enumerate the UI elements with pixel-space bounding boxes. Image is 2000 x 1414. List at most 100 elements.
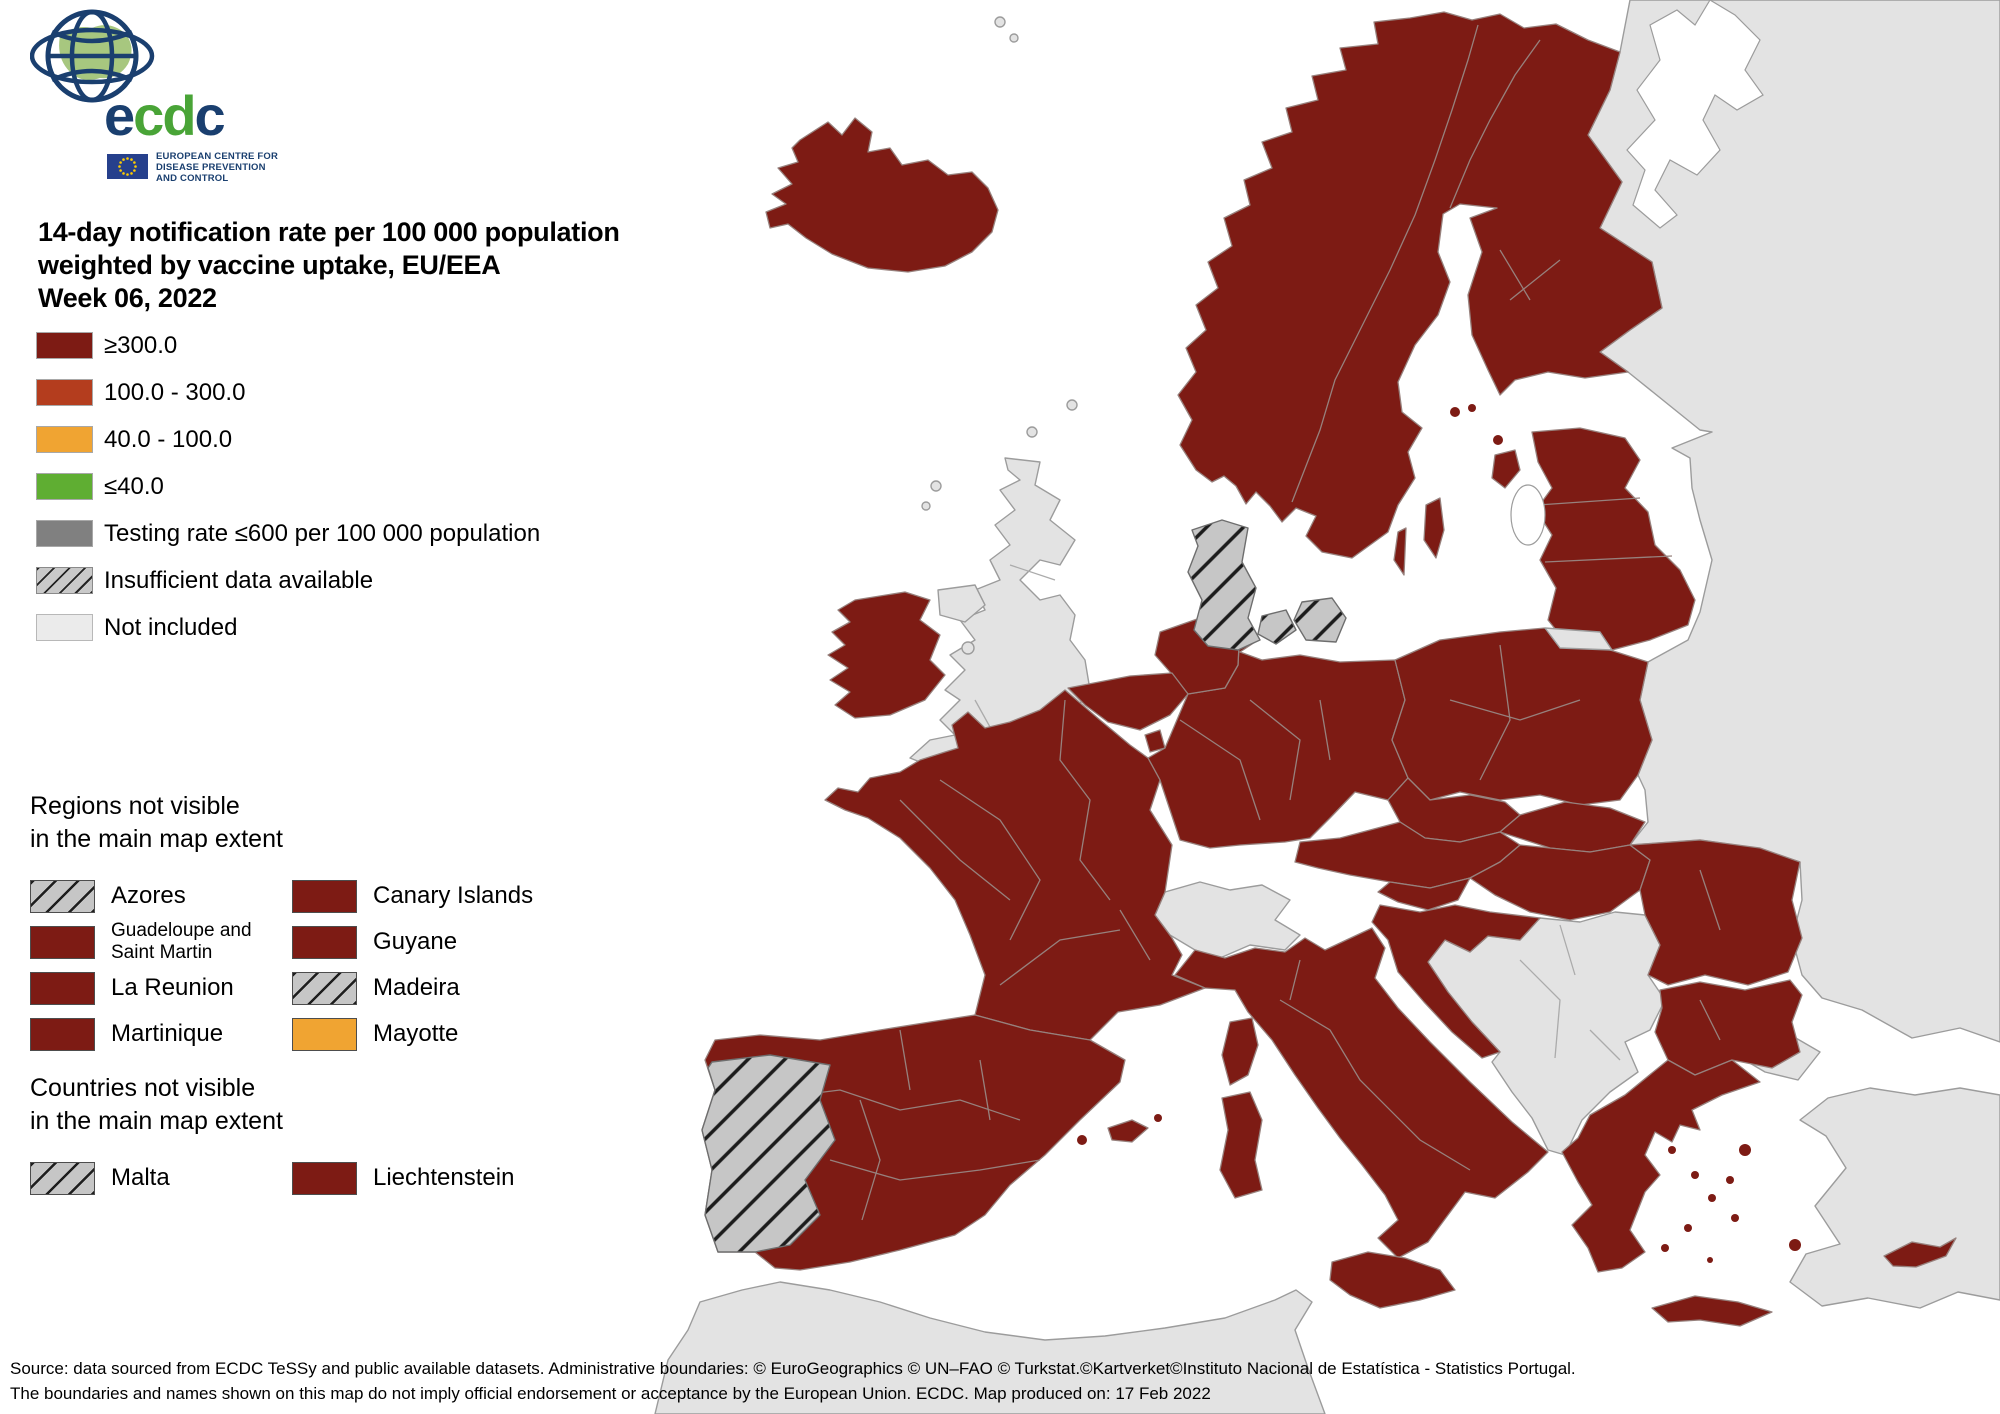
legend-label: ≤40.0 (104, 472, 164, 500)
island-lesbos (1739, 1144, 1751, 1156)
region-item-martinique: Martinique (30, 1017, 292, 1051)
country-belgium (1067, 672, 1189, 731)
island-hiiumaa (1493, 435, 1503, 445)
region-item-canary-islands: Canary Islands (292, 879, 592, 913)
eu-flag-icon (107, 154, 148, 179)
legend-swatch-dark-red (36, 332, 93, 359)
island-crete (1651, 1295, 1773, 1327)
region-swatch-hatched (30, 879, 95, 913)
countries-grid: Malta Liechtenstein (30, 1155, 592, 1201)
country-portugal (701, 1054, 836, 1253)
ecdc-wordmark: ecdc (104, 84, 226, 147)
legend-label: ≥300.0 (104, 331, 178, 359)
poland-internal-borders (1449, 644, 1581, 781)
country-luxembourg (1144, 729, 1166, 753)
tagline-line: AND CONTROL (156, 173, 229, 184)
island-corsica (1221, 1017, 1259, 1086)
sweden-finland-border (1449, 39, 1541, 209)
source-note: Source: data sourced from ECDC TeSSy and… (10, 1356, 1576, 1406)
island-saaremaa (1491, 449, 1521, 489)
map-hatched-countries (701, 519, 1347, 1253)
title-line-3: Week 06, 2022 (38, 283, 217, 313)
region-label: Mayotte (373, 1020, 459, 1047)
region-swatch-dark-red (30, 971, 95, 1005)
region-north-africa (654, 1281, 1326, 1414)
legend-row: Insufficient data available (36, 567, 540, 594)
estonia-latvia-border (1537, 497, 1641, 506)
region-swatch-dark-red (292, 925, 357, 959)
country-turkey-anatolia (1789, 1087, 2000, 1309)
country-slovakia (1499, 801, 1646, 853)
legend-row: 40.0 - 100.0 (36, 426, 540, 453)
country-italy (1174, 927, 1549, 1259)
aegean-island (1668, 1146, 1676, 1154)
aegean-island (1691, 1171, 1699, 1179)
countries-baltics (1531, 427, 1696, 651)
region-item-madeira: Madeira (292, 971, 592, 1005)
country-iceland (765, 117, 999, 273)
region-kaliningrad (1544, 627, 1613, 651)
countries-norway-sweden-finland (1177, 11, 1663, 559)
legend-swatch-not-included (36, 614, 93, 641)
spain-internal-borders (759, 1029, 1041, 1221)
balkans-internal-borders (1519, 924, 1621, 1061)
region-swatch-amber (292, 1017, 357, 1051)
legend-swatch-green (36, 473, 93, 500)
gulf-of-riga (1510, 484, 1546, 546)
country-slovenia (1377, 877, 1471, 911)
norway-sweden-border (1291, 24, 1479, 503)
regions-heading: Regions not visible in the main map exte… (30, 790, 592, 856)
legend-row: Not included (36, 614, 540, 641)
island-chios (1726, 1176, 1734, 1184)
region-item-guyane: Guyane (292, 925, 592, 959)
faroe-islet (994, 16, 1006, 28)
aegean-island (1661, 1244, 1669, 1252)
region-label: Guyane (373, 928, 458, 955)
country-cyprus (1883, 1237, 1957, 1268)
shetland-islet (1066, 399, 1078, 411)
map-gray-countries (654, 0, 2000, 1414)
region-item-mayotte: Mayotte (292, 1017, 592, 1051)
white-sea (1626, 0, 1764, 229)
aegean-island (1707, 1257, 1713, 1263)
countries-heading-line-1: Countries not visible (30, 1074, 256, 1102)
island-oland (1393, 527, 1407, 576)
aegean-island (1731, 1214, 1739, 1222)
title-line-1: 14-day notification rate per 100 000 pop… (38, 217, 620, 247)
region-label: Madeira (373, 974, 460, 1001)
country-bulgaria (1654, 979, 1803, 1076)
source-line-2: The boundaries and names shown on this m… (10, 1384, 1211, 1403)
country-item-liechtenstein: Liechtenstein (292, 1161, 592, 1195)
regions-heading-line-2: in the main map extent (30, 825, 283, 853)
region-swatch-hatched (292, 971, 357, 1005)
island-ibiza (1077, 1135, 1087, 1145)
region-label: Azores (111, 882, 186, 909)
region-label: Guadeloupe and Saint Martin (111, 920, 252, 963)
legend-row: 100.0 - 300.0 (36, 379, 540, 406)
legend-label: 100.0 - 300.0 (104, 378, 246, 406)
hebrides-islet (930, 480, 942, 492)
country-poland (1391, 627, 1653, 806)
germany-internal-borders (1179, 699, 1331, 821)
title-line-2: weighted by vaccine uptake, EU/EEA (38, 250, 501, 280)
island-sicily (1329, 1251, 1456, 1309)
islands-balearic (1107, 1119, 1149, 1143)
ecdc-logo: ecdc EUROPEAN CENTRE FOR DISEASE PREVENT… (29, 6, 330, 186)
legend-row: Testing rate ≤600 per 100 000 population (36, 520, 540, 547)
country-label: Liechtenstein (373, 1164, 515, 1191)
isle-of-man (961, 641, 975, 655)
legend-label: 40.0 - 100.0 (104, 425, 233, 453)
island-rhodes (1789, 1239, 1801, 1251)
region-swatch-dark-red (30, 1017, 95, 1051)
region-item-azores: Azores (30, 879, 292, 913)
tagline-line: DISEASE PREVENTION (156, 162, 266, 173)
legend-swatch-brick (36, 379, 93, 406)
country-denmark-zealand (1293, 597, 1347, 643)
rate-legend: ≥300.0 100.0 - 300.0 40.0 - 100.0 ≤40.0 … (36, 332, 540, 661)
country-denmark-jutland (1187, 519, 1261, 651)
country-item-malta: Malta (30, 1161, 292, 1195)
finland-internal-border (1499, 249, 1561, 301)
ecdc-globe-icon (29, 9, 155, 103)
